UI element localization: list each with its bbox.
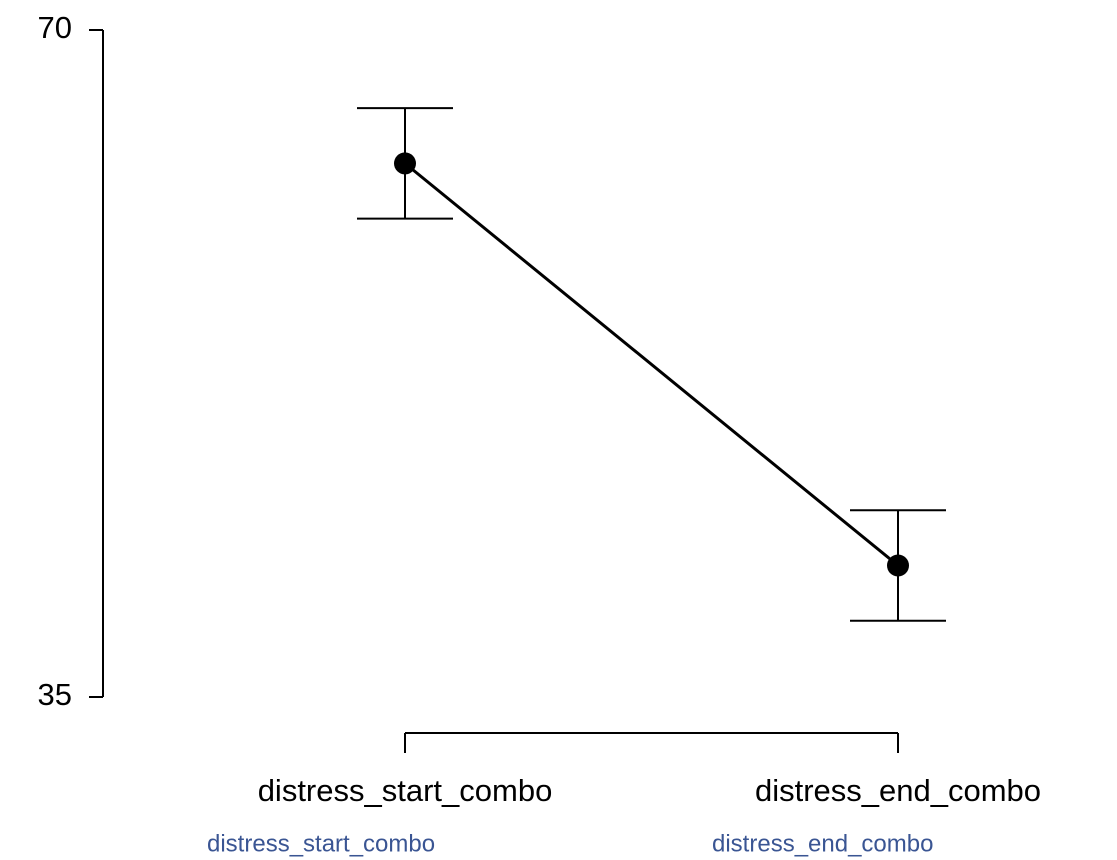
- annotation: distress_end_combo: [712, 830, 933, 857]
- point: [887, 554, 909, 577]
- annotation: distress_start_combo: [207, 830, 435, 857]
- point: [394, 152, 416, 175]
- x-tick-label: distress_end_combo: [755, 773, 1041, 808]
- x-tick-label: distress_start_combo: [258, 773, 553, 808]
- line: [404, 162, 899, 567]
- y-tick-label: 70: [38, 10, 72, 45]
- y-tick-label: 35: [38, 677, 72, 712]
